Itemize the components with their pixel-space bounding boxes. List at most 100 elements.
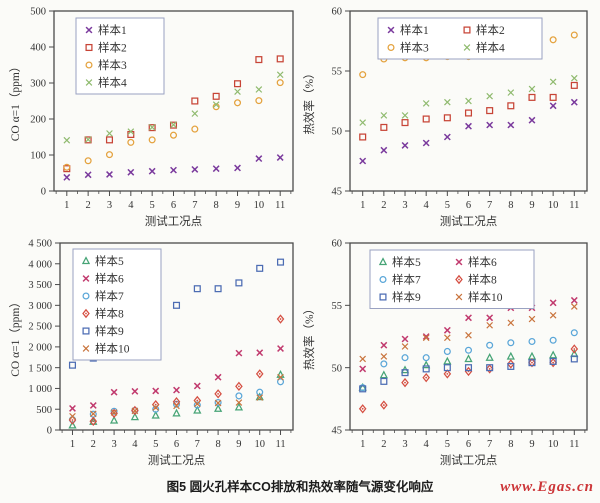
svg-text:2 500: 2 500	[28, 322, 52, 333]
svg-text:1: 1	[70, 439, 75, 450]
svg-text:样本8: 样本8	[95, 307, 124, 321]
svg-text:10: 10	[548, 439, 559, 450]
svg-text:500: 500	[36, 405, 52, 416]
svg-text:5: 5	[150, 200, 155, 211]
figure-caption: 图5 圆火孔样本CO排放和热效率随气源变化响应	[166, 480, 434, 494]
svg-text:3: 3	[107, 200, 112, 211]
svg-text:样本9: 样本9	[392, 290, 421, 304]
svg-text:8: 8	[214, 200, 219, 211]
chart-co-emission-samples-1-4: 1 2 3 4 5 6 7 8 9 10 11 0 100 200 300 400 500 测试工况点 CO α=1…	[8, 2, 300, 233]
svg-text:5: 5	[445, 200, 450, 211]
svg-text:1: 1	[64, 200, 69, 211]
svg-text:样本7: 样本7	[392, 273, 421, 287]
svg-text:样本8: 样本8	[468, 273, 497, 287]
svg-text:样本3: 样本3	[400, 41, 429, 55]
svg-text:300: 300	[30, 79, 46, 90]
svg-text:2: 2	[381, 200, 386, 211]
svg-text:9: 9	[236, 439, 241, 450]
svg-text:样本9: 样本9	[95, 324, 124, 338]
svg-text:4: 4	[132, 439, 138, 450]
svg-text:7: 7	[487, 439, 492, 450]
svg-text:6: 6	[466, 200, 471, 211]
svg-text:50: 50	[332, 127, 343, 138]
svg-text:样本10: 样本10	[468, 290, 503, 304]
svg-text:10: 10	[254, 200, 265, 211]
svg-text:9: 9	[235, 200, 240, 211]
svg-text:2: 2	[91, 439, 96, 450]
svg-text:样本6: 样本6	[468, 255, 497, 269]
svg-text:样本3: 样本3	[98, 58, 127, 72]
svg-text:0: 0	[41, 187, 46, 198]
svg-text:50: 50	[332, 363, 343, 374]
svg-text:11: 11	[569, 439, 579, 450]
svg-text:4: 4	[424, 200, 430, 211]
svg-text:样本4: 样本4	[476, 41, 505, 55]
svg-text:测试工况点: 测试工况点	[148, 454, 206, 467]
svg-text:样本4: 样本4	[98, 76, 127, 90]
svg-text:7: 7	[192, 200, 197, 211]
chart-thermal-efficiency-samples-1-4: 1 2 3 4 5 6 7 8 9 10 11 45 50 55 60 测试工况点 热效率（%） 样本1 样本2 样本…	[302, 2, 594, 233]
svg-text:55: 55	[332, 301, 343, 312]
svg-text:样本2: 样本2	[476, 23, 505, 37]
svg-text:1: 1	[360, 439, 365, 450]
svg-text:样本7: 样本7	[95, 289, 124, 303]
svg-text:4 500: 4 500	[28, 239, 52, 250]
svg-text:10: 10	[254, 439, 265, 450]
svg-text:2: 2	[381, 439, 386, 450]
svg-text:CO α=1（ppm）: CO α=1（ppm）	[9, 296, 22, 377]
svg-text:4 000: 4 000	[28, 259, 52, 270]
svg-text:1 500: 1 500	[28, 363, 52, 374]
svg-text:样本2: 样本2	[98, 41, 127, 55]
svg-text:样本6: 样本6	[95, 272, 124, 286]
svg-text:500: 500	[30, 7, 46, 18]
svg-text:样本5: 样本5	[392, 255, 421, 269]
svg-text:6: 6	[174, 439, 179, 450]
chart-thermal-efficiency-samples-5-10: 1 2 3 4 5 6 7 8 9 10 11 45 50 55 60 测试工况点 热效率（%） 样本5 样本6 样本…	[302, 234, 594, 472]
scatter-plot-svg: 1 2 3 4 5 6 7 8 9 10 11 0 500 1 000 1 500 2 000 2 500 3 0…	[9, 239, 294, 467]
svg-text:热效率（%）: 热效率（%）	[302, 67, 316, 134]
svg-text:1 000: 1 000	[28, 384, 52, 395]
svg-text:5: 5	[445, 439, 450, 450]
svg-text:9: 9	[529, 200, 534, 211]
watermark-text: www.Egas.cn	[500, 479, 594, 495]
svg-text:样本5: 样本5	[95, 254, 124, 268]
svg-text:8: 8	[215, 439, 220, 450]
caption-row: 图5 圆火孔样本CO排放和热效率随气源变化响应 www.Egas.cn	[0, 474, 600, 500]
svg-text:样本1: 样本1	[400, 23, 429, 37]
svg-text:10: 10	[548, 200, 559, 211]
svg-text:45: 45	[332, 187, 343, 198]
svg-text:60: 60	[332, 7, 343, 18]
svg-text:60: 60	[332, 239, 343, 250]
svg-text:4: 4	[128, 200, 134, 211]
svg-text:测试工况点: 测试工况点	[440, 454, 498, 467]
svg-text:8: 8	[508, 200, 513, 211]
svg-text:55: 55	[332, 67, 343, 78]
svg-text:样本10: 样本10	[95, 342, 130, 356]
svg-text:测试工况点: 测试工况点	[145, 215, 203, 228]
svg-text:100: 100	[30, 151, 46, 162]
svg-text:11: 11	[275, 200, 285, 211]
svg-text:45: 45	[332, 426, 343, 437]
svg-text:0: 0	[47, 426, 52, 437]
svg-text:3: 3	[402, 439, 407, 450]
svg-text:6: 6	[171, 200, 176, 211]
svg-text:3: 3	[402, 200, 407, 211]
scatter-plot-svg: 1 2 3 4 5 6 7 8 9 10 11 0 100 200 300 400 500 测试工况点 CO α=1…	[9, 7, 294, 228]
svg-text:6: 6	[466, 439, 471, 450]
svg-text:2 000: 2 000	[28, 342, 52, 353]
svg-text:3 500: 3 500	[28, 280, 52, 291]
svg-text:9: 9	[529, 439, 534, 450]
svg-text:样本1: 样本1	[98, 23, 127, 37]
chart-co-emission-samples-5-10: 1 2 3 4 5 6 7 8 9 10 11 0 500 1 000 1 500 2 000 2 500 3 0…	[8, 234, 300, 472]
svg-text:7: 7	[487, 200, 492, 211]
svg-text:测试工况点: 测试工况点	[440, 215, 498, 228]
svg-text:4: 4	[424, 439, 430, 450]
svg-text:200: 200	[30, 115, 46, 126]
svg-text:热效率（%）: 热效率（%）	[302, 303, 316, 370]
svg-text:CO α=1（ppm）: CO α=1（ppm）	[9, 61, 22, 142]
svg-text:8: 8	[508, 439, 513, 450]
svg-text:3: 3	[111, 439, 116, 450]
svg-text:1: 1	[360, 200, 365, 211]
